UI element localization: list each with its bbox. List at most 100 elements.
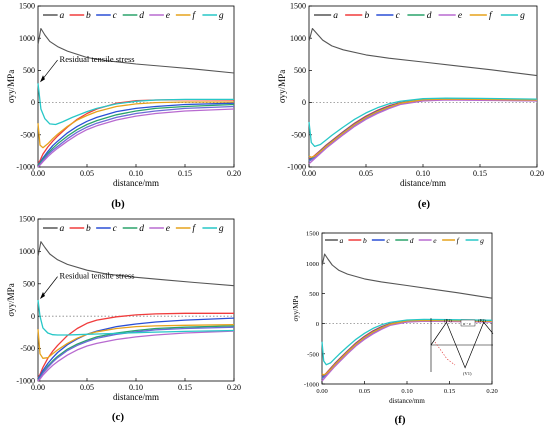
series-line-g [308,27,538,77]
legend: a b c d e f g [325,236,484,245]
series-line-e [37,330,235,382]
x-tick-label: 0.00 [316,388,327,395]
panel-caption: (e) [418,198,431,210]
x-tick-label: 0.00 [31,383,45,392]
y-tick-label: -500 [20,130,35,139]
x-tick-label: 0.20 [227,383,241,392]
inset-legend-label: σ - ε [463,321,471,326]
inset-label-p1: (P1) [444,318,452,323]
legend-label: b [86,11,91,21]
panel-caption: (b) [111,198,125,210]
y-tick-label: -500 [291,130,306,139]
legend-label: g [520,11,525,21]
legend: a b c d e f g [43,223,224,234]
x-tick-label: 0.15 [178,169,192,178]
series-line-e [321,320,493,382]
legend-label: e [166,224,170,234]
x-tick-label: 0.15 [178,383,192,392]
legend-label: a [340,236,344,245]
series-line-f [308,98,538,158]
legend-label: g [219,224,224,234]
y-tick-label: 1500 [19,215,35,224]
series-line-a [308,98,538,160]
y-tick-label: 1000 [306,261,319,268]
legend-label: b [363,236,367,245]
x-axis-label: distance/mm [400,178,446,188]
x-tick-label: 0.10 [129,169,143,178]
legend-label: f [457,236,460,245]
series-line-c [37,325,235,381]
inset-label-v1: (V1) [463,371,472,376]
legend-label: c [113,224,118,234]
inset-label-p2: (P2) [478,318,486,323]
inset-diagram: (P1) (P2) (V1) σ - ε [430,318,494,376]
y-axis-label: σyy/MPa [292,295,300,322]
y-tick-label: 1500 [306,231,319,238]
annotation-text: Residual tensile stress [60,271,135,281]
legend-label: b [86,224,91,234]
y-tick-label: 500 [309,291,319,298]
plot-frame [37,5,235,168]
legend-label: f [192,223,196,234]
panel-caption: (c) [112,411,125,423]
x-tick-label: 0.10 [401,388,412,395]
legend: a b c d e f g [314,10,525,21]
x-tick-label: 0.15 [444,388,455,395]
legend-label: d [139,224,144,234]
chart-panel: -1000 -500 0 500 1000 1500 0.00 0.05 0.10 0.15 0.2… [6,215,241,423]
series-line-a [321,319,493,378]
plot-frame [37,218,235,382]
legend-label: d [410,236,414,245]
series-line-c [308,98,538,162]
plot-frame [308,5,538,168]
x-tick-label: 0.15 [473,169,487,178]
legend-label: a [59,11,64,21]
x-tick-label: 0.20 [530,169,544,178]
series-line-f [308,97,538,148]
x-tick-label: 0.20 [227,169,241,178]
y-tick-label: 1500 [19,2,35,11]
chart-panel: -1000 -500 0 500 1000 1500 0.00 0.05 0.10 0.15 0.2… [6,2,241,210]
legend-label: a [333,11,338,21]
series-line-e [37,108,235,168]
legend-label: e [458,11,462,21]
x-axis-label: distance/mm [389,397,425,405]
legend-label: e [433,236,437,245]
legend-label: c [386,236,390,245]
y-tick-label: 1000 [19,247,35,256]
legend-label: f [489,10,493,21]
legend-label: e [166,11,170,21]
annotation-arrowhead [39,292,45,299]
series-line-b [37,102,235,165]
y-tick-label: -1000 [287,163,306,172]
y-tick-label: 0 [316,321,319,328]
legend-label: g [219,11,224,21]
y-tick-label: -1000 [16,377,35,386]
y-tick-label: 500 [294,66,306,75]
y-tick-label: -1000 [16,163,35,172]
inset-dashed-curve [434,341,456,366]
series-line-g [321,253,493,299]
plot-frame [321,232,493,385]
series-line-b [308,98,538,161]
y-tick-label: -500 [307,351,319,358]
series-line-c [321,319,493,379]
legend-label: c [396,11,401,21]
annotation-arrowhead [39,75,45,83]
y-tick-label: -500 [20,344,35,353]
x-tick-label: 0.10 [416,169,430,178]
x-tick-label: 0.05 [359,169,373,178]
x-tick-label: 0.05 [80,169,94,178]
y-tick-label: 500 [23,66,35,75]
legend-label: d [139,11,144,21]
y-tick-label: -1000 [304,382,319,389]
legend-label: a [59,224,64,234]
x-axis-label: distance/mm [113,392,159,402]
x-tick-label: 0.00 [31,169,45,178]
legend-label: b [364,11,369,21]
inset-waveform [430,321,494,369]
x-tick-label: 0.05 [359,388,370,395]
y-tick-label: 1500 [290,2,306,11]
series-line-f [37,323,235,359]
